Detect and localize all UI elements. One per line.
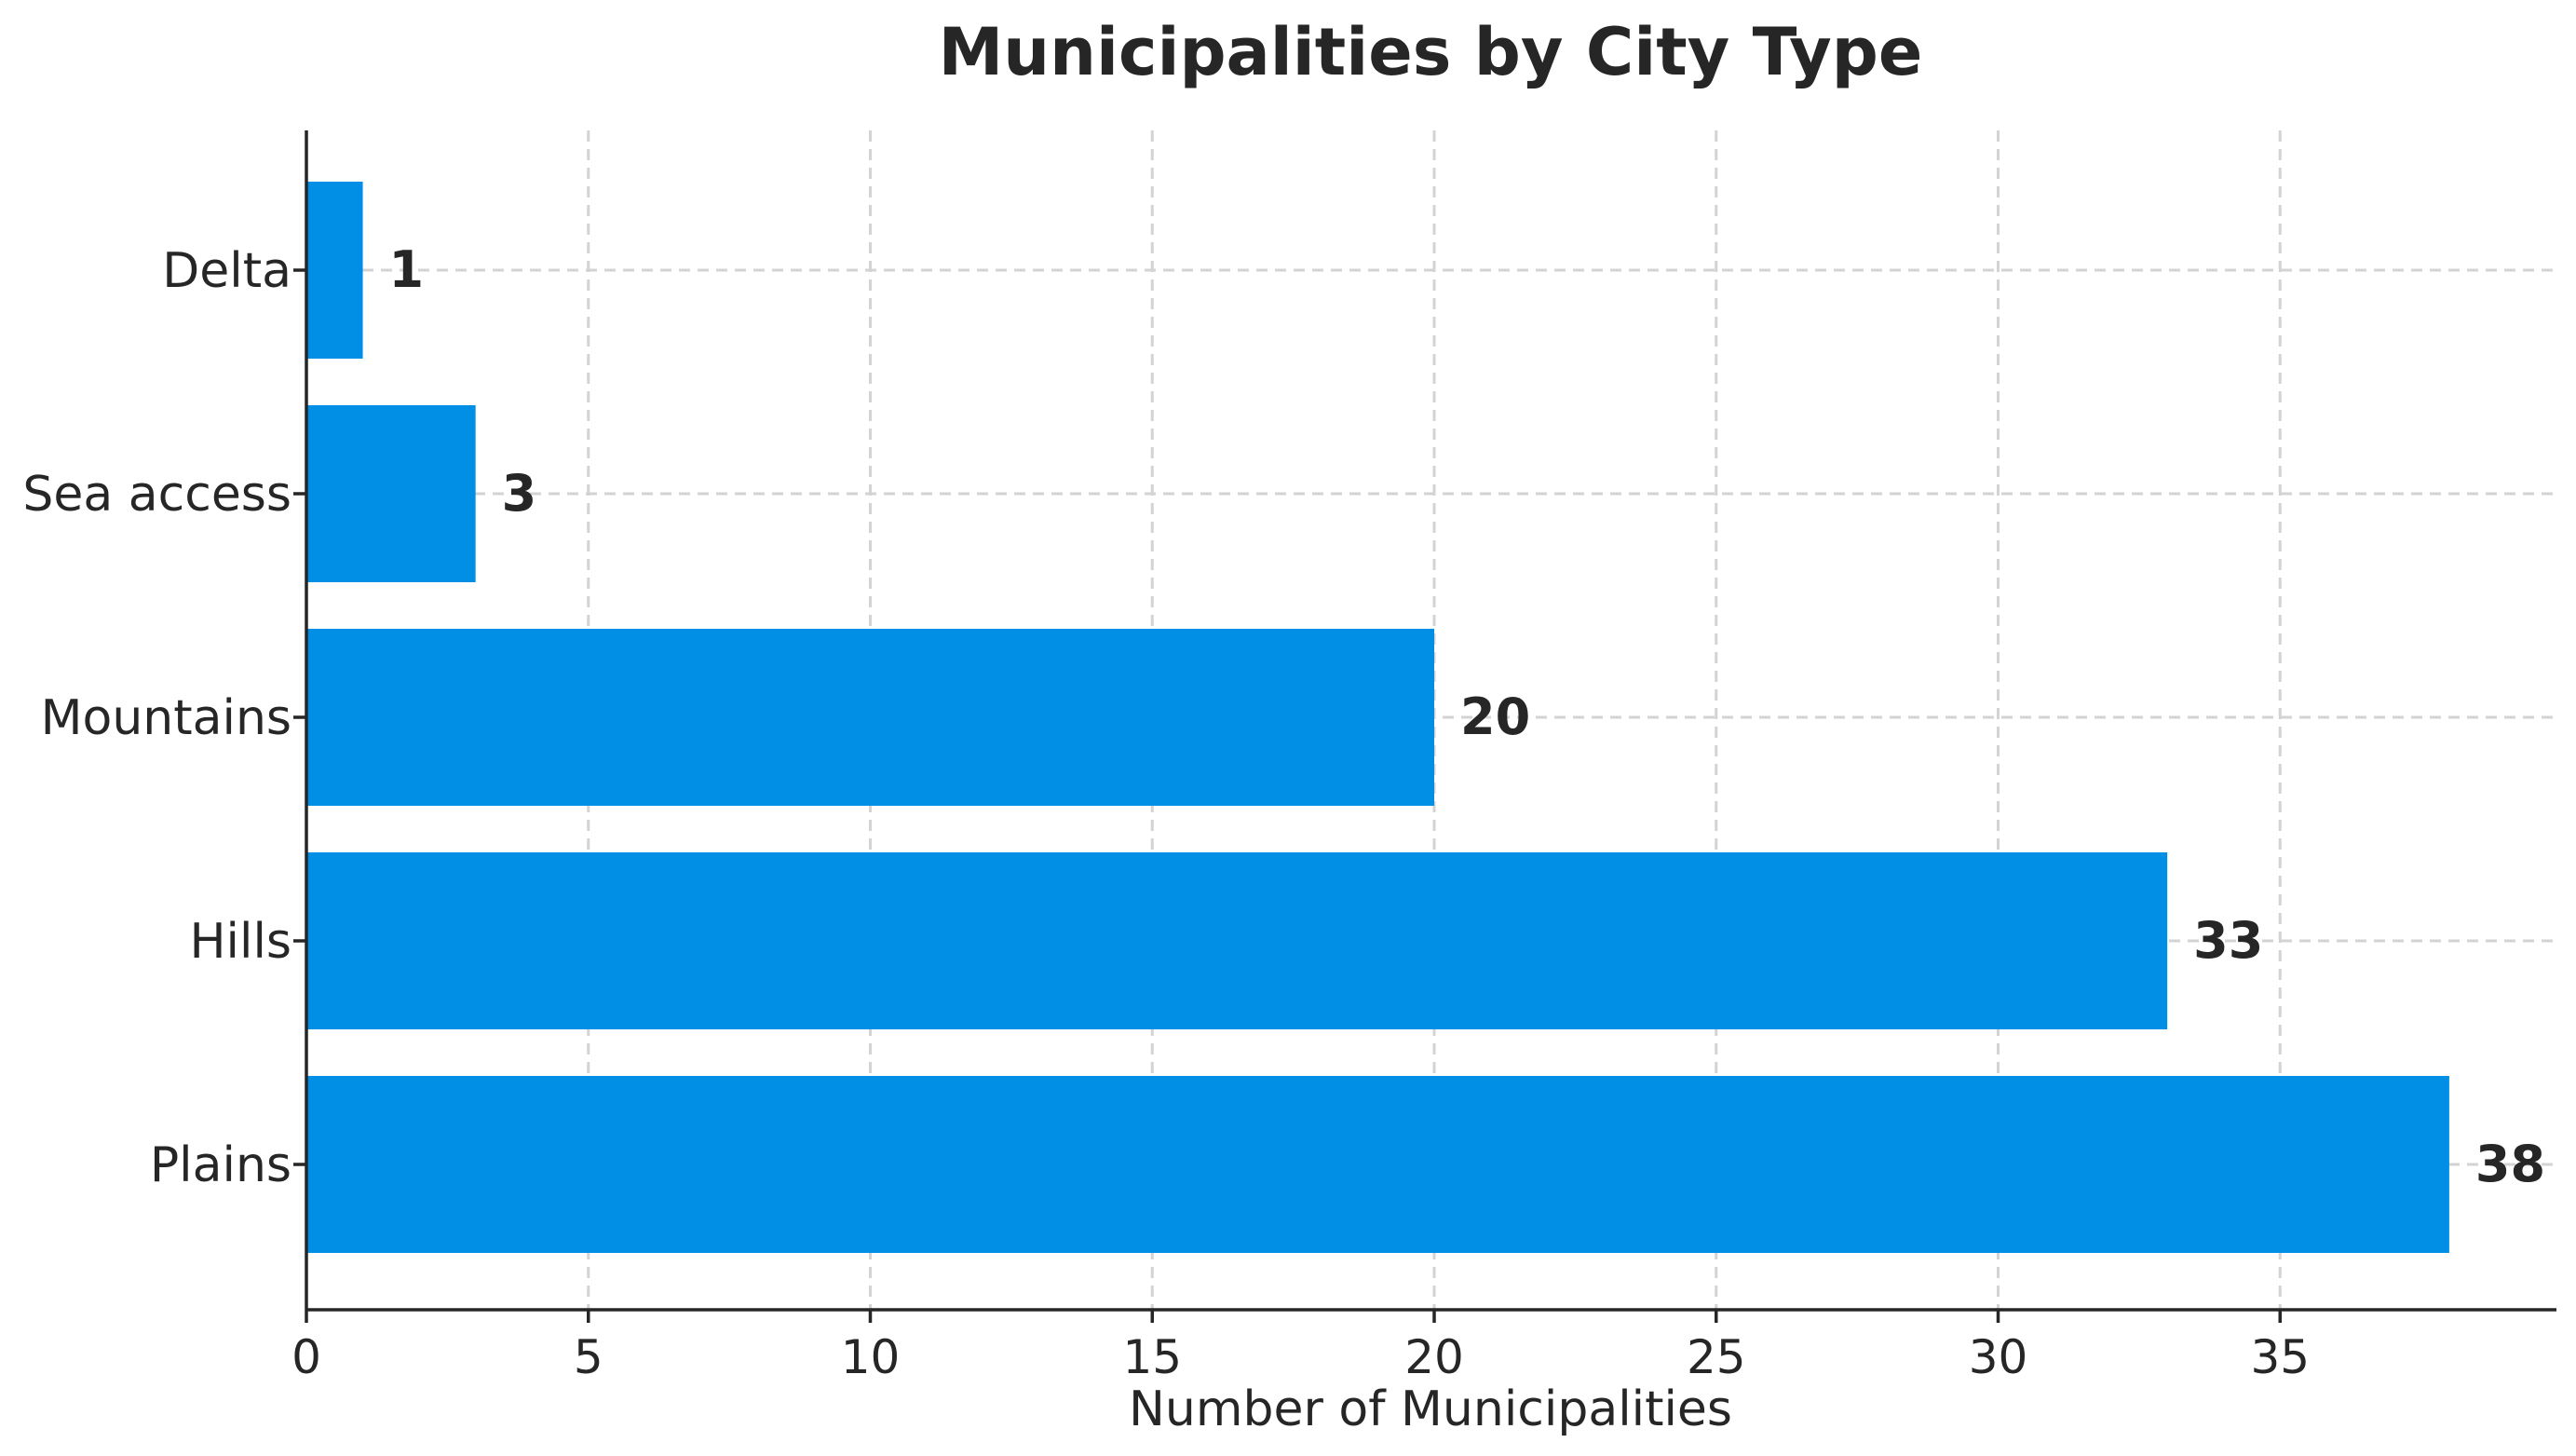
bar-delta xyxy=(306,182,363,359)
bar-plains xyxy=(306,1076,2449,1253)
x-tick-label: 35 xyxy=(2250,1330,2310,1384)
x-tick-label: 15 xyxy=(1122,1330,1182,1384)
x-tick-label: 20 xyxy=(1404,1330,1464,1384)
bar-value-label: 3 xyxy=(502,464,537,523)
x-tick-label: 0 xyxy=(291,1330,321,1384)
bar-sea-access xyxy=(306,405,476,582)
bar-mountains xyxy=(306,629,1434,806)
y-category-label: Delta xyxy=(162,243,291,299)
y-category-label: Hills xyxy=(189,914,291,970)
y-category-label: Plains xyxy=(150,1137,291,1193)
x-tick-label: 30 xyxy=(1969,1330,2028,1384)
y-category-label: Sea access xyxy=(22,467,291,523)
x-axis-title: Number of Municipalities xyxy=(1129,1381,1732,1437)
bars-layer xyxy=(306,182,2449,1253)
labels-layer: 0 5 10 15 20 25 30 35 Plains 38 Hills 33 Mountains 20… xyxy=(22,240,2545,1384)
x-tick-label: 25 xyxy=(1687,1330,1746,1384)
x-tick-label: 5 xyxy=(574,1330,603,1384)
bar-hills xyxy=(306,852,2168,1029)
bar-value-label: 33 xyxy=(2193,911,2263,970)
bar-value-label: 1 xyxy=(389,240,425,299)
y-category-label: Mountains xyxy=(41,690,291,746)
chart-title: Municipalities by City Type xyxy=(939,14,1923,90)
axis-layer xyxy=(293,130,2556,1323)
bar-value-label: 20 xyxy=(1460,687,1530,746)
x-tick-label: 10 xyxy=(841,1330,901,1384)
bar-value-label: 38 xyxy=(2475,1135,2545,1193)
